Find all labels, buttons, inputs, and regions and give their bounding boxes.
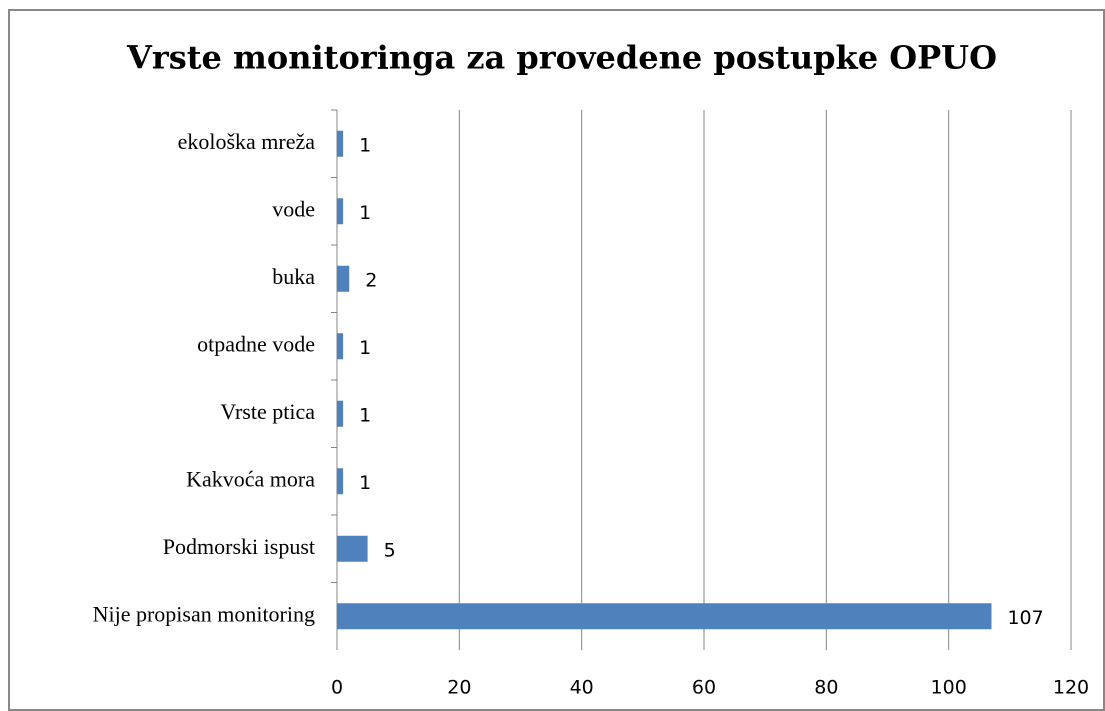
value-label: 5 [384,539,396,561]
x-tick-label: 60 [692,677,716,699]
y-tick-label: vode [272,196,315,221]
y-tick-label: Nije propisan monitoring [93,601,315,626]
y-tick-label: ekološka mreža [178,129,316,154]
bar [337,198,344,225]
value-label: 1 [359,404,371,426]
bar [337,400,344,427]
y-tick-label: buka [272,264,315,289]
x-tick-label: 80 [814,677,838,699]
value-label: 2 [365,269,377,291]
value-label: 1 [359,337,371,359]
bar [337,333,344,360]
chart-frame [8,9,1105,711]
bar [337,603,992,630]
bar [337,535,368,562]
bar [337,130,344,157]
value-label: 107 [1007,607,1043,629]
chart-title: Vrste monitoringa za provedene postupke … [126,39,997,77]
y-tick-label: Vrste ptica [220,399,315,424]
value-label: 1 [359,202,371,224]
value-label: 1 [359,134,371,156]
y-tick-label: Podmorski ispust [163,534,315,559]
bar [337,265,350,292]
value-label: 1 [359,472,371,494]
x-tick-label: 120 [1053,677,1089,699]
y-tick-label: otpadne vode [197,331,315,356]
x-tick-label: 0 [331,677,343,699]
x-tick-label: 100 [931,677,967,699]
x-tick-label: 20 [447,677,471,699]
bar [337,468,344,495]
x-tick-label: 40 [570,677,594,699]
y-tick-label: Kakvoća mora [186,466,315,491]
